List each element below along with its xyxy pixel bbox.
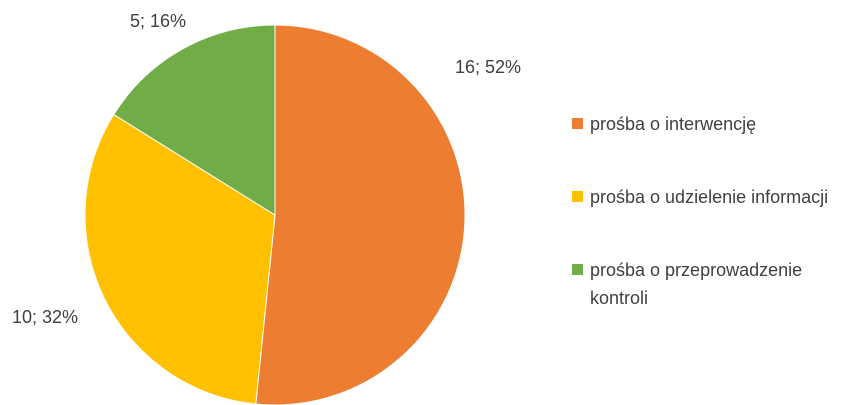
legend-swatch [572,118,583,129]
legend: prośba o interwencję prośba o udzielenie … [572,110,842,329]
pie-slice [84,113,276,405]
legend-swatch [572,191,583,202]
data-label: 5; 16% [130,11,186,31]
legend-item: prośba o przeprowadzenie kontroli [572,256,842,329]
data-label: 10; 32% [12,307,78,327]
legend-swatch [572,264,583,275]
legend-item: prośba o udzielenie informacji [572,183,842,256]
legend-item: prośba o interwencję [572,110,842,183]
data-label: 16; 52% [455,57,521,77]
legend-label: prośba o udzielenie informacji [590,187,829,207]
legend-label: prośba o przeprowadzenie kontroli [590,260,803,308]
legend-label: prośba o interwencję [590,114,757,134]
pie-slice [113,24,276,216]
pie-slice [255,24,466,405]
